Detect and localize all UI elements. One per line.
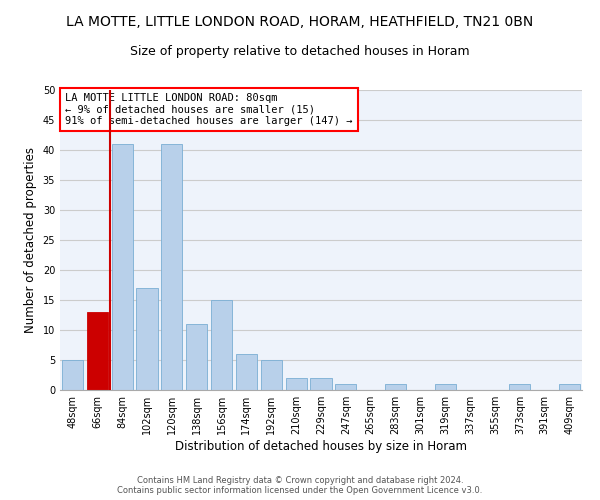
X-axis label: Distribution of detached houses by size in Horam: Distribution of detached houses by size … <box>175 440 467 453</box>
Bar <box>87 312 108 390</box>
Bar <box>310 378 332 390</box>
Bar <box>435 384 456 390</box>
Y-axis label: Number of detached properties: Number of detached properties <box>24 147 37 333</box>
Text: LA MOTTE, LITTLE LONDON ROAD, HORAM, HEATHFIELD, TN21 0BN: LA MOTTE, LITTLE LONDON ROAD, HORAM, HEA… <box>67 15 533 29</box>
Bar <box>335 384 356 390</box>
Bar <box>62 360 83 390</box>
Text: Size of property relative to detached houses in Horam: Size of property relative to detached ho… <box>130 45 470 58</box>
Bar <box>136 288 158 390</box>
Bar <box>261 360 282 390</box>
Bar <box>211 300 232 390</box>
Bar <box>186 324 207 390</box>
Text: LA MOTTE LITTLE LONDON ROAD: 80sqm
← 9% of detached houses are smaller (15)
91% : LA MOTTE LITTLE LONDON ROAD: 80sqm ← 9% … <box>65 93 353 126</box>
Bar <box>559 384 580 390</box>
Bar <box>385 384 406 390</box>
Bar <box>236 354 257 390</box>
Bar <box>286 378 307 390</box>
Text: Contains HM Land Registry data © Crown copyright and database right 2024.
Contai: Contains HM Land Registry data © Crown c… <box>118 476 482 495</box>
Bar <box>509 384 530 390</box>
Bar <box>161 144 182 390</box>
Bar <box>112 144 133 390</box>
